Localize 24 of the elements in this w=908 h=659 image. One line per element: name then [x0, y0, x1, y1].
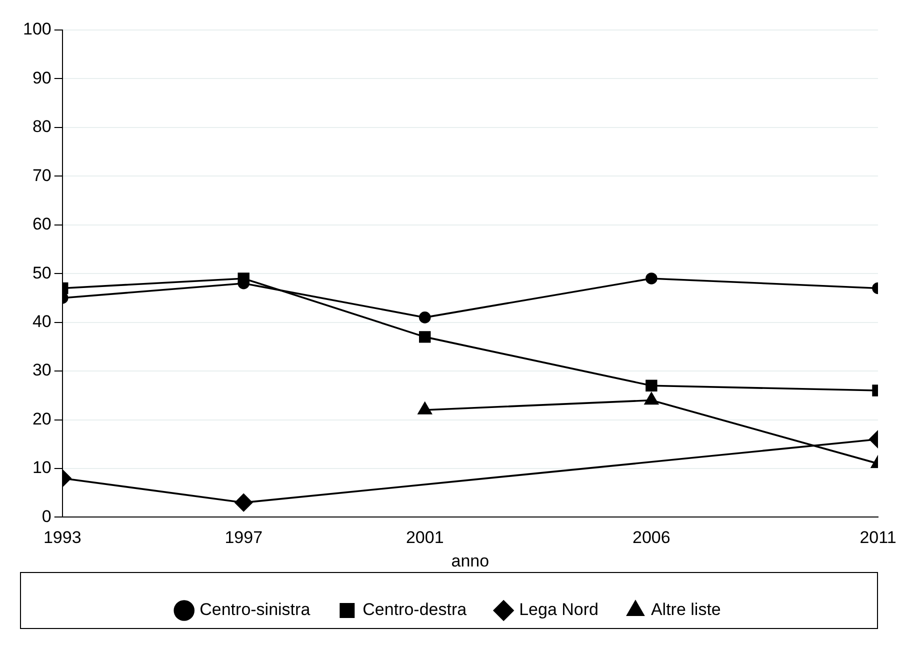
legend-label: Centro-sinistra — [200, 600, 311, 620]
y-tick-label: 50 — [32, 263, 52, 282]
legend-label: Centro-destra — [362, 600, 468, 620]
x-tick-label: 2001 — [406, 528, 444, 548]
point — [418, 312, 431, 324]
y-tick-label: 60 — [32, 214, 52, 234]
x-axis-title: anno — [451, 551, 490, 570]
point — [419, 331, 431, 343]
y-tick-label: 80 — [32, 117, 52, 136]
y-tick-label: 70 — [32, 166, 52, 185]
y-tick-label: 10 — [32, 458, 52, 478]
y-tick-label: 100 — [22, 20, 52, 39]
x-tick-label: 1993 — [43, 528, 82, 548]
x-tick-label: 2011 — [860, 528, 896, 548]
legend-label: Altre liste — [650, 600, 721, 620]
y-tick-label: 90 — [32, 68, 52, 88]
legend-label: Lega Nord — [519, 600, 598, 620]
y-tick-label: 30 — [32, 360, 52, 380]
y-tick-label: 40 — [32, 312, 52, 332]
x-tick-label: 1997 — [224, 528, 263, 548]
x-tick-label: 2006 — [632, 528, 670, 548]
y-tick-label: 0 — [42, 506, 52, 526]
point — [238, 272, 250, 284]
y-tick-label: 20 — [32, 409, 52, 428]
